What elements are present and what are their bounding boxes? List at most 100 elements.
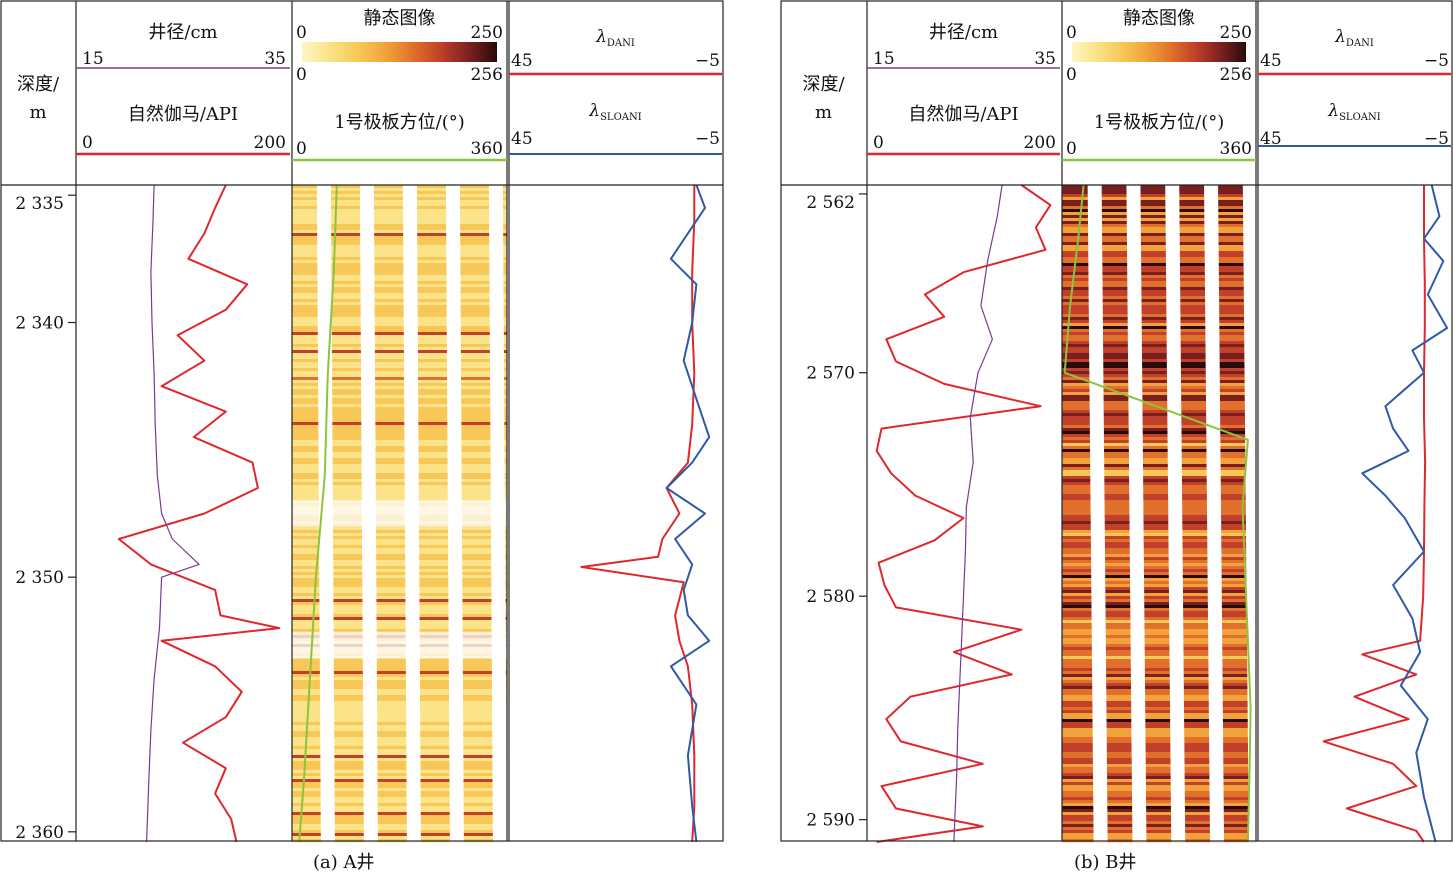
image-band	[1062, 734, 1256, 738]
image-band	[1062, 518, 1256, 522]
pad-gap	[1087, 185, 1108, 842]
image-band	[1062, 746, 1256, 750]
image-band	[1062, 584, 1256, 588]
image-band	[292, 629, 507, 633]
image-washout	[292, 631, 507, 659]
image-band	[292, 446, 507, 450]
pad-title: 1号极板方位/(°)	[334, 112, 465, 133]
well-log-chart: 2 335 2 340 2 350 2 360 深度/m 井径/cm 15 35 自然伽马/AP…	[0, 0, 724, 843]
image-band	[292, 425, 507, 429]
image-band	[292, 326, 507, 330]
image-band	[292, 353, 507, 357]
image-band	[1062, 263, 1256, 267]
image-band	[1062, 467, 1256, 471]
image-band	[1062, 269, 1256, 273]
image-band	[1062, 260, 1256, 264]
image-band	[1062, 512, 1256, 516]
image-band	[1062, 347, 1256, 351]
dani-title: λDANI	[595, 27, 635, 49]
image-band	[1062, 503, 1256, 507]
image-band	[292, 755, 507, 759]
image-band	[292, 257, 507, 261]
series-dani	[1322, 185, 1427, 843]
image-band	[292, 527, 507, 531]
image-band	[292, 359, 507, 363]
image-band	[1062, 728, 1256, 732]
image-band	[292, 479, 507, 483]
image-band	[292, 263, 507, 267]
image-band	[1062, 191, 1256, 195]
image-band	[292, 356, 507, 360]
image-title: 静态图像	[1123, 8, 1195, 29]
image-band	[1062, 710, 1256, 714]
image-washout	[292, 500, 507, 527]
image-band	[292, 488, 507, 492]
image-band	[1062, 494, 1256, 498]
image-band	[292, 713, 507, 717]
image-band	[292, 278, 507, 282]
image-band	[292, 431, 507, 435]
image-band	[1062, 545, 1256, 549]
image-band	[1062, 296, 1256, 300]
image-band	[1062, 359, 1256, 363]
image-band	[1062, 653, 1256, 657]
image-band	[292, 593, 507, 597]
dani-max: −5	[695, 51, 720, 71]
image-band	[1062, 536, 1256, 540]
image-band	[1062, 659, 1256, 663]
track-frame	[780, 0, 1453, 842]
image-band	[292, 491, 507, 495]
image-band	[292, 194, 507, 198]
image-band	[1062, 563, 1256, 567]
image-band	[292, 788, 507, 792]
image-band	[1062, 278, 1256, 282]
image-band	[1062, 314, 1256, 318]
image-band	[1062, 554, 1256, 558]
image-band	[292, 548, 507, 552]
gr-max: 200	[1024, 133, 1056, 153]
image-band	[1062, 443, 1256, 447]
pad-min: 0	[296, 139, 307, 159]
depth-unit-label: m	[29, 102, 46, 123]
image-band	[292, 212, 507, 216]
image-band	[292, 566, 507, 570]
image-band	[1062, 458, 1256, 462]
image-band	[1062, 224, 1256, 228]
image-band	[1062, 272, 1256, 276]
image-band	[292, 719, 507, 723]
image-band	[292, 587, 507, 591]
image-band	[292, 623, 507, 627]
image-scale-min-bottom: 0	[296, 65, 307, 85]
image-band	[1062, 410, 1256, 414]
series-caliper	[953, 184, 1003, 843]
image-scale-max-bottom: 256	[471, 65, 503, 85]
image-band	[292, 485, 507, 489]
image-band	[1062, 812, 1256, 816]
image-band	[292, 197, 507, 201]
image-band	[1062, 632, 1256, 636]
image-band	[292, 557, 507, 561]
image-band	[1062, 617, 1256, 621]
image-band	[1062, 740, 1256, 744]
image-band	[1062, 194, 1256, 198]
caliper-title: 井径/cm	[148, 22, 217, 43]
image-band	[292, 350, 507, 354]
image-band	[292, 605, 507, 609]
series-pad	[298, 184, 338, 843]
image-band	[292, 542, 507, 546]
sloani-min: 45	[1260, 129, 1282, 149]
image-band	[1062, 788, 1256, 792]
image-band	[1062, 764, 1256, 768]
image-band	[292, 761, 507, 765]
caliper-max: 35	[264, 49, 286, 69]
series-sloani	[1361, 184, 1449, 843]
image-band	[292, 575, 507, 579]
image-band	[1062, 572, 1256, 576]
image-band	[1062, 686, 1256, 690]
depth-tick-label: 2 570	[806, 364, 855, 384]
image-band	[1062, 293, 1256, 297]
image-band	[1062, 323, 1256, 327]
depth-axis-label: 深度/	[802, 74, 845, 95]
image-band	[1062, 338, 1256, 342]
image-band	[292, 320, 507, 324]
